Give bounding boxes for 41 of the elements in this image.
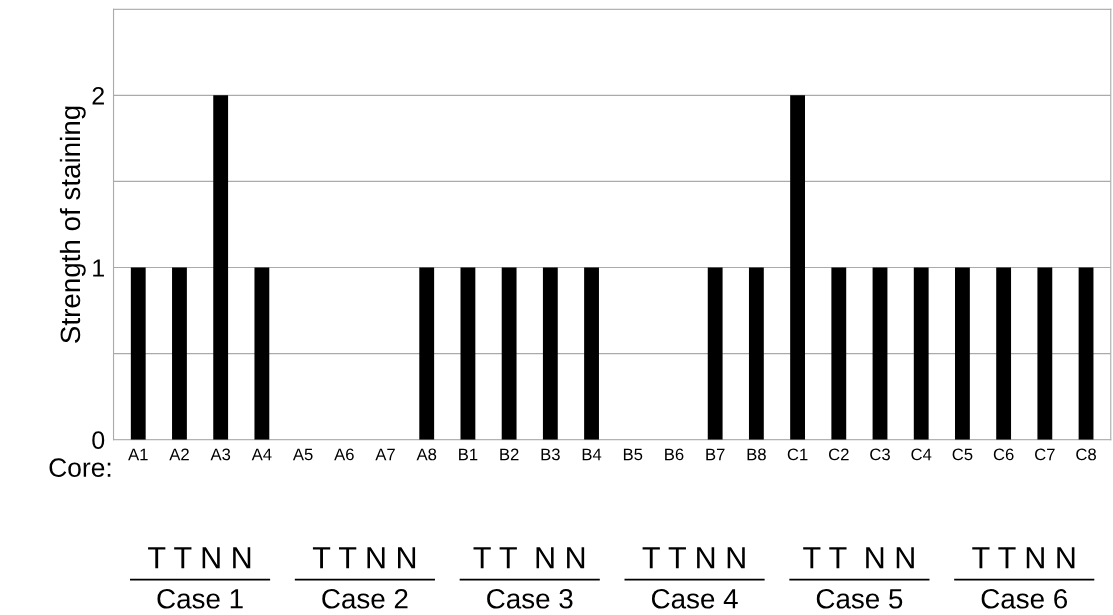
x-tick-label: C6 — [993, 448, 1014, 461]
x-tick-label: A7 — [375, 448, 395, 461]
x-tick-label: A4 — [251, 448, 272, 461]
y-axis-title: Strength of staining — [59, 106, 86, 343]
x-tick-label: C4 — [911, 448, 932, 461]
x-tick-label: A2 — [169, 448, 189, 461]
text: Case 3 — [487, 588, 573, 609]
x-tick-label: B3 — [541, 448, 560, 461]
x-tick-label: B8 — [747, 448, 766, 461]
text: T T N N — [803, 547, 914, 569]
text: T T N N — [972, 547, 1075, 569]
x-tick-label: C3 — [870, 448, 890, 461]
x-tick-label: A3 — [210, 448, 231, 461]
x-tick-label: C7 — [1035, 448, 1055, 461]
text: Case 6 — [981, 588, 1068, 609]
text: T T N N — [148, 547, 251, 569]
x-tick-label: A6 — [334, 448, 354, 461]
x-tick-label: B4 — [582, 448, 602, 461]
text: Case 4 — [651, 588, 738, 609]
x-tick-label: C8 — [1076, 448, 1096, 461]
text: Case 5 — [816, 588, 903, 609]
x-tick-label: B7 — [706, 448, 725, 461]
x-tick-label: C2 — [828, 448, 849, 461]
x-tick-label: A1 — [128, 448, 148, 461]
text: Case 2 — [322, 588, 408, 609]
y-tick-label: 0 — [92, 431, 105, 450]
text: Case 1 — [157, 588, 243, 609]
text: T T N N — [473, 547, 585, 569]
x-tick-label: A8 — [416, 448, 437, 461]
x-tick-label: C1 — [787, 448, 808, 461]
x-tick-label: A5 — [292, 448, 313, 461]
x-tick-label: B5 — [623, 448, 643, 461]
x-tick-label: C5 — [952, 448, 973, 461]
x-tick-label: B1 — [459, 448, 478, 461]
y-tick-label: 2 — [92, 86, 104, 105]
x-tick-label: B2 — [500, 448, 519, 461]
x-tick-label: B6 — [665, 448, 684, 461]
text: T T N N — [642, 547, 745, 569]
text: T T N N — [312, 547, 416, 569]
text: Core: — [49, 458, 111, 477]
y-tick-label: 1 — [93, 259, 104, 277]
